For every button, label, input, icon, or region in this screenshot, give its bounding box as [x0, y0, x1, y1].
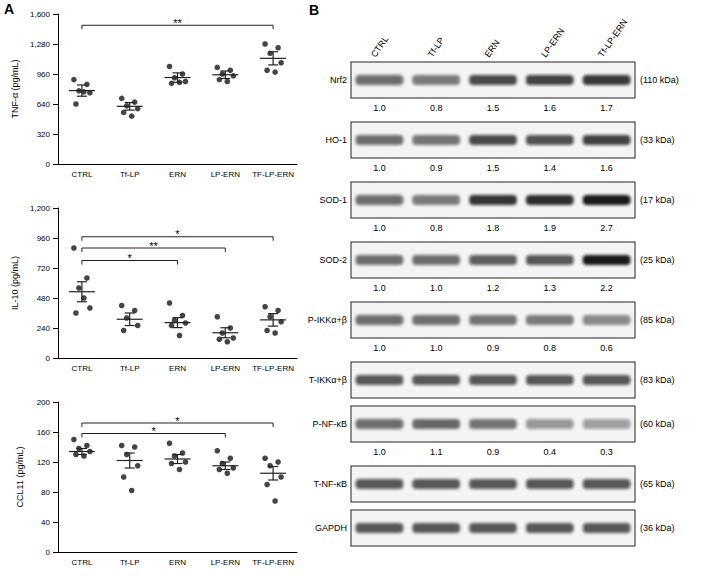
svg-text:ERN: ERN	[169, 170, 186, 179]
svg-text:2.7: 2.7	[600, 223, 613, 233]
svg-text:TNF-α (pg/mL): TNF-α (pg/mL)	[10, 59, 20, 118]
svg-text:A: A	[4, 1, 14, 17]
svg-text:0.9: 0.9	[430, 163, 443, 173]
svg-text:SOD-2: SOD-2	[319, 255, 347, 265]
svg-text:LP-ERN: LP-ERN	[211, 170, 241, 179]
svg-text:480: 480	[37, 294, 51, 303]
svg-text:Nrf2: Nrf2	[330, 75, 347, 85]
svg-text:*: *	[175, 415, 180, 427]
svg-text:ERN: ERN	[482, 38, 501, 59]
svg-text:0: 0	[46, 160, 51, 169]
svg-text:Tf-LP: Tf-LP	[426, 35, 447, 59]
svg-text:120: 120	[37, 458, 51, 467]
svg-text:HO-1: HO-1	[325, 135, 347, 145]
svg-text:1,280: 1,280	[30, 40, 51, 49]
svg-text:(85 kDa): (85 kDa)	[640, 315, 675, 325]
svg-text:1.8: 1.8	[487, 223, 500, 233]
svg-text:CTRL: CTRL	[71, 558, 92, 567]
svg-text:(60 kDa): (60 kDa)	[640, 419, 675, 429]
svg-text:B: B	[309, 2, 319, 18]
svg-text:0.9: 0.9	[487, 343, 500, 353]
svg-text:0.8: 0.8	[430, 223, 443, 233]
svg-text:LP-ERN: LP-ERN	[539, 26, 566, 59]
svg-text:1.3: 1.3	[544, 283, 557, 293]
svg-text:(110 kDa): (110 kDa)	[640, 75, 679, 85]
svg-text:TF-LP-ERN: TF-LP-ERN	[252, 170, 294, 179]
svg-text:1,600: 1,600	[30, 10, 51, 19]
svg-text:0.4: 0.4	[544, 447, 557, 457]
svg-text:Tf-LP: Tf-LP	[120, 558, 140, 567]
svg-text:0.8: 0.8	[544, 343, 557, 353]
svg-text:1.0: 1.0	[373, 223, 386, 233]
svg-text:CTRL: CTRL	[71, 364, 92, 373]
svg-text:SOD-1: SOD-1	[319, 195, 347, 205]
svg-text:ERN: ERN	[169, 364, 186, 373]
svg-text:200: 200	[37, 398, 51, 407]
svg-text:Tf-LP: Tf-LP	[120, 170, 140, 179]
svg-text:1.9: 1.9	[544, 223, 557, 233]
svg-text:320: 320	[37, 130, 51, 139]
svg-text:2.2: 2.2	[600, 283, 613, 293]
svg-text:(65 kDa): (65 kDa)	[640, 479, 675, 489]
svg-text:CTRL: CTRL	[369, 34, 391, 59]
svg-text:*: *	[175, 228, 180, 240]
svg-text:1,200: 1,200	[30, 204, 51, 213]
svg-text:1.5: 1.5	[487, 163, 500, 173]
svg-text:640: 640	[37, 100, 51, 109]
svg-text:160: 160	[37, 428, 51, 437]
svg-text:(33 kDa): (33 kDa)	[640, 135, 675, 145]
svg-text:TF-LP-ERN: TF-LP-ERN	[252, 558, 294, 567]
svg-text:1.2: 1.2	[487, 283, 500, 293]
svg-text:1.4: 1.4	[544, 163, 557, 173]
svg-text:*: *	[151, 425, 156, 437]
svg-text:960: 960	[37, 70, 51, 79]
svg-text:(25 kDa): (25 kDa)	[640, 255, 675, 265]
svg-text:**: **	[149, 240, 158, 252]
svg-text:Tf-LP: Tf-LP	[120, 364, 140, 373]
svg-text:P-NF-κB: P-NF-κB	[313, 419, 348, 429]
svg-text:0: 0	[46, 354, 51, 363]
svg-text:1.6: 1.6	[600, 163, 613, 173]
svg-text:80: 80	[41, 488, 50, 497]
svg-text:1.0: 1.0	[430, 343, 443, 353]
svg-text:0.8: 0.8	[430, 103, 443, 113]
svg-text:*: *	[128, 252, 133, 264]
svg-text:0.3: 0.3	[600, 447, 613, 457]
svg-text:240: 240	[37, 324, 51, 333]
svg-text:P-IKKα+β: P-IKKα+β	[308, 315, 347, 325]
svg-text:1.0: 1.0	[373, 103, 386, 113]
svg-text:1.1: 1.1	[430, 447, 443, 457]
svg-text:1.5: 1.5	[487, 103, 500, 113]
svg-text:(36 kDa): (36 kDa)	[640, 523, 675, 533]
svg-text:TF-LP-ERN: TF-LP-ERN	[252, 364, 294, 373]
svg-text:(17 kDa): (17 kDa)	[640, 195, 675, 205]
svg-text:1.0: 1.0	[373, 163, 386, 173]
svg-text:CCL11 (pg/mL): CCL11 (pg/mL)	[15, 447, 25, 508]
svg-text:1.0: 1.0	[430, 283, 443, 293]
svg-text:1.0: 1.0	[373, 343, 386, 353]
svg-text:960: 960	[37, 234, 51, 243]
svg-text:CTRL: CTRL	[71, 170, 92, 179]
svg-text:Tf-LP-ERN: Tf-LP-ERN	[596, 17, 629, 59]
svg-text:1.6: 1.6	[544, 103, 557, 113]
svg-text:0: 0	[46, 548, 51, 557]
svg-text:LP-ERN: LP-ERN	[211, 364, 241, 373]
svg-text:(83 kDa): (83 kDa)	[640, 375, 675, 385]
svg-text:T-IKKα+β: T-IKKα+β	[309, 375, 347, 385]
svg-text:1.0: 1.0	[373, 447, 386, 457]
svg-text:40: 40	[41, 518, 50, 527]
svg-text:**: **	[173, 17, 182, 29]
svg-text:GAPDH: GAPDH	[315, 523, 347, 533]
svg-text:LP-ERN: LP-ERN	[211, 558, 241, 567]
svg-text:0.6: 0.6	[600, 343, 613, 353]
svg-text:1.7: 1.7	[600, 103, 613, 113]
svg-text:0.9: 0.9	[487, 447, 500, 457]
svg-text:ERN: ERN	[169, 558, 186, 567]
svg-text:720: 720	[37, 264, 51, 273]
svg-text:T-NF-κB: T-NF-κB	[314, 479, 348, 489]
svg-text:IL-10 (pg/mL): IL-10 (pg/mL)	[10, 256, 20, 310]
svg-text:1.0: 1.0	[373, 283, 386, 293]
